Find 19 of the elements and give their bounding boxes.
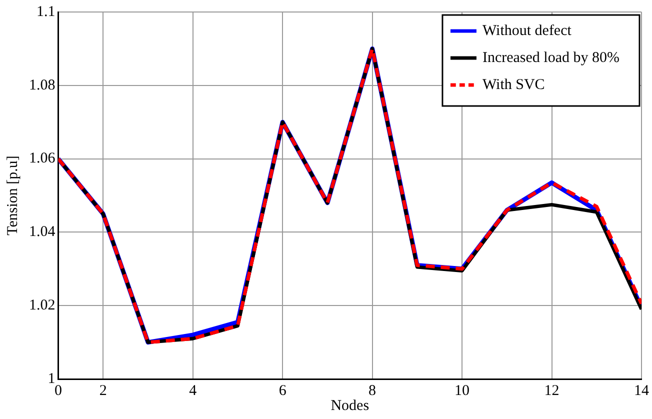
y-tick-label: 1.04 [29, 224, 56, 240]
x-tick-label: 4 [189, 382, 198, 399]
y-tick-label: 1.06 [29, 150, 56, 167]
x-tick-label: 12 [544, 382, 560, 399]
x-tick-label: 8 [368, 382, 376, 399]
x-tick-label: 14 [634, 382, 650, 399]
y-tick-label: 1.08 [29, 77, 56, 94]
x-tick-label: 2 [99, 382, 107, 399]
legend-label: Increased load by 80% [482, 50, 620, 66]
x-axis-title: Nodes [330, 398, 370, 414]
y-tick-label: 1 [48, 370, 56, 387]
y-tick-label: 1.02 [29, 298, 56, 314]
legend-label: With SVC [482, 76, 545, 93]
y-tick-label: 1.1 [36, 4, 56, 20]
legend-label: Without defect [482, 22, 572, 39]
x-tick-label: 10 [454, 382, 470, 399]
x-tick-label: 6 [278, 382, 287, 399]
y-axis-title: Tension [p.u] [4, 156, 21, 236]
x-tick-label: 0 [54, 382, 62, 399]
